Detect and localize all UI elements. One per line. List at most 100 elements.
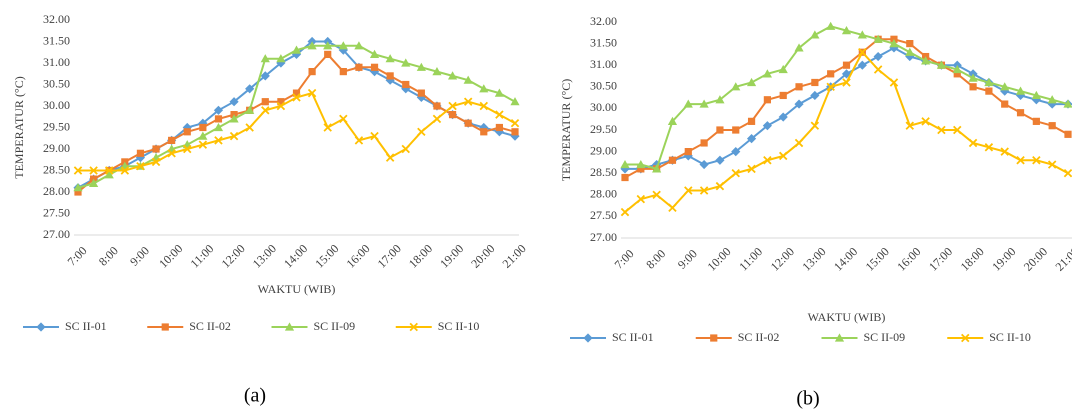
data-point xyxy=(448,111,457,119)
data-point xyxy=(245,105,255,114)
data-point xyxy=(386,72,394,80)
series-line xyxy=(625,25,1069,171)
legend-label: SC II-10 xyxy=(989,330,1031,344)
caption: (b) xyxy=(796,388,819,410)
y-tick-label: 29.50 xyxy=(43,119,70,133)
data-point xyxy=(495,110,504,119)
legend-marker xyxy=(409,322,418,332)
x-tick-label: 16:00 xyxy=(343,241,372,270)
data-point xyxy=(985,87,993,95)
y-tick-label: 30.00 xyxy=(43,98,70,112)
data-point xyxy=(213,105,224,115)
data-point xyxy=(494,127,504,137)
y-tick-label: 30.50 xyxy=(590,79,617,93)
data-point xyxy=(762,69,772,78)
x-tick-label: 10:00 xyxy=(704,244,733,273)
x-tick-label: 9:00 xyxy=(675,247,700,272)
data-point xyxy=(746,77,757,87)
y-tick-label: 27.50 xyxy=(43,205,70,219)
data-point xyxy=(795,83,803,91)
y-tick-label: 29.50 xyxy=(590,122,617,136)
x-tick-label: 17:00 xyxy=(375,241,404,270)
data-point xyxy=(905,47,915,56)
y-tick-label: 31.50 xyxy=(590,35,617,49)
data-point xyxy=(448,101,457,111)
data-point xyxy=(401,58,411,67)
data-point xyxy=(1032,156,1041,165)
data-point xyxy=(620,159,630,169)
data-point xyxy=(182,140,192,149)
data-point xyxy=(183,128,191,136)
data-point xyxy=(385,54,395,63)
data-point xyxy=(699,159,709,170)
data-point xyxy=(810,90,820,101)
data-point xyxy=(89,166,98,175)
data-point xyxy=(621,173,629,182)
data-point xyxy=(906,40,914,48)
data-point xyxy=(245,123,254,132)
data-point xyxy=(479,84,489,93)
data-point xyxy=(199,123,207,132)
data-point xyxy=(245,84,255,94)
data-point xyxy=(260,71,270,81)
data-point xyxy=(699,186,709,195)
data-point xyxy=(104,166,114,175)
data-point xyxy=(432,114,442,124)
data-point xyxy=(827,70,835,78)
data-point xyxy=(858,48,867,57)
data-point xyxy=(183,144,192,154)
data-point xyxy=(1016,156,1025,165)
x-tick-label: 21:00 xyxy=(499,241,528,270)
x-tick-label: 17:00 xyxy=(926,244,955,273)
data-point xyxy=(1031,95,1041,105)
data-point xyxy=(969,83,977,91)
data-point xyxy=(229,97,239,107)
y-tick-label: 27.50 xyxy=(590,208,617,222)
x-tick-label: 19:00 xyxy=(989,244,1018,273)
data-point xyxy=(952,64,962,74)
data-point xyxy=(968,73,978,82)
data-point xyxy=(339,114,348,124)
legend-label: SC II-09 xyxy=(864,330,906,344)
data-point xyxy=(433,102,441,110)
data-point xyxy=(229,131,239,141)
data-point xyxy=(198,140,208,149)
y-tick-label: 27.00 xyxy=(590,230,617,244)
data-point xyxy=(416,62,426,71)
data-point xyxy=(763,96,771,104)
data-point xyxy=(716,126,724,134)
x-tick-label: 11:00 xyxy=(188,242,217,271)
data-point xyxy=(1001,100,1009,108)
data-point xyxy=(463,75,473,84)
data-point xyxy=(732,126,740,134)
data-point xyxy=(779,91,787,100)
data-point xyxy=(1031,90,1041,100)
x-tick-label: 12:00 xyxy=(219,241,248,270)
data-point xyxy=(73,166,83,175)
x-tick-label: 16:00 xyxy=(894,244,923,273)
caption: (a) xyxy=(244,385,266,407)
data-point xyxy=(292,93,301,102)
data-point xyxy=(229,114,239,123)
data-point xyxy=(842,61,851,69)
y-tick-label: 30.00 xyxy=(590,100,617,114)
data-point xyxy=(73,183,83,192)
y-tick-label: 30.50 xyxy=(43,76,70,90)
y-tick-label: 32.00 xyxy=(590,14,617,28)
data-point xyxy=(620,207,630,217)
data-point xyxy=(1047,95,1057,104)
data-point xyxy=(652,164,662,173)
data-point xyxy=(936,60,947,69)
data-point xyxy=(324,50,332,58)
y-tick-label: 31.00 xyxy=(590,57,617,71)
legend-label: SC II-02 xyxy=(189,319,231,333)
data-point xyxy=(905,51,915,62)
data-point xyxy=(684,148,692,156)
data-point xyxy=(1032,117,1040,125)
data-point xyxy=(136,161,145,171)
data-point xyxy=(715,155,725,165)
data-point xyxy=(276,58,286,68)
data-point xyxy=(308,68,316,76)
data-point xyxy=(260,54,270,63)
